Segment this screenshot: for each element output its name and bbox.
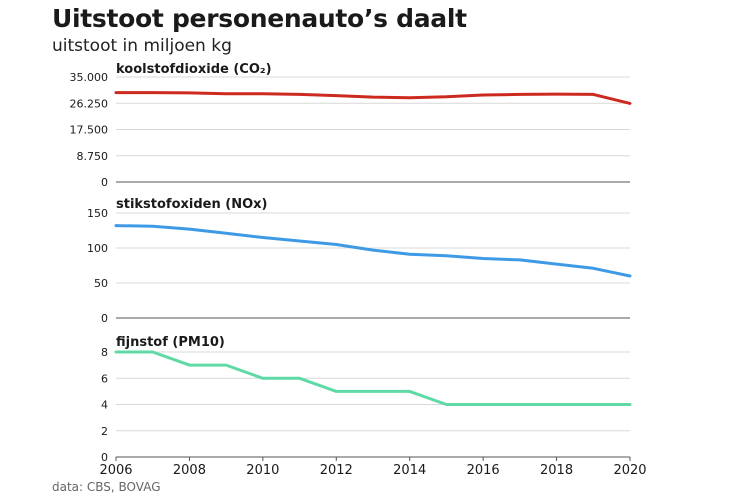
x-tick-label: 2020: [613, 463, 646, 478]
nox-y-tick-label: 0: [101, 312, 108, 325]
co2-panel-title: koolstofdioxide (CO₂): [116, 62, 272, 77]
pm10-y-tick-label: 2: [101, 425, 108, 438]
co2-series-line: [114, 91, 632, 105]
nox-series-line: [114, 224, 632, 278]
nox-panel-title: stikstofoxiden (NOx): [116, 197, 267, 212]
co2-y-tick-label: 26.250: [70, 97, 109, 110]
co2-y-tick-label: 35.000: [70, 71, 109, 84]
x-tick-label: 2016: [467, 463, 500, 478]
co2-y-tick-label: 17.500: [70, 124, 109, 137]
chart-title: Uitstoot personenauto’s daalt: [52, 4, 467, 33]
pm10-y-tick-label: 4: [101, 399, 108, 412]
nox-y-tick-label: 150: [87, 207, 108, 220]
x-tick-label: 2006: [99, 463, 132, 478]
chart-subtitle: uitstoot in miljoen kg: [52, 36, 232, 56]
nox-y-tick-label: 100: [87, 242, 108, 255]
x-tick-label: 2018: [540, 463, 573, 478]
x-tick-label: 2012: [320, 463, 353, 478]
pm10-series-line: [114, 350, 632, 406]
co2-y-tick-label: 0: [101, 176, 108, 189]
pm10-y-tick-label: 0: [101, 451, 108, 464]
x-tick-label: 2014: [393, 463, 426, 478]
pm10-y-tick-label: 6: [101, 372, 108, 385]
co2-y-tick-label: 8.750: [77, 150, 109, 163]
pm10-panel-title: fijnstof (PM10): [116, 335, 225, 350]
x-tick-label: 2010: [246, 463, 279, 478]
x-tick-label: 2008: [173, 463, 206, 478]
data-source: data: CBS, BOVAG: [52, 480, 161, 494]
pm10-y-tick-label: 8: [101, 346, 108, 359]
nox-y-tick-label: 50: [94, 277, 108, 290]
